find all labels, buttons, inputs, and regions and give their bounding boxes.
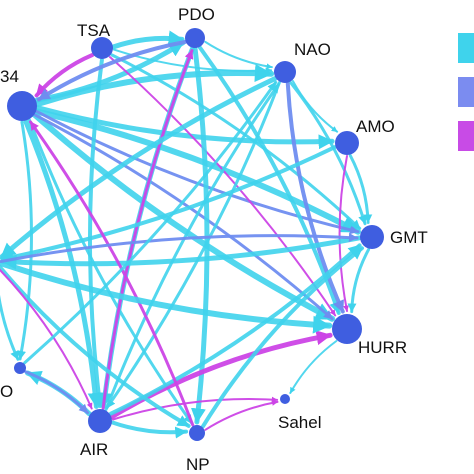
legend-swatch-3: [458, 121, 474, 151]
edge-n34-to-gmt: [35, 110, 360, 235]
edge-nao-to-gmt: [289, 81, 367, 226]
edge-pdo-to-hurr: [198, 45, 341, 315]
edge-tsa-to-pdo: [111, 30, 185, 50]
edge-left-to-np: [0, 264, 191, 428]
edge-left-to-hurr: [0, 260, 333, 334]
node-label-sahel: Sahel: [278, 413, 321, 432]
edge-nao-to-air: [105, 81, 281, 410]
node-pdo: [185, 28, 205, 48]
node-nao: [274, 61, 296, 83]
edge-o-to-nao: [23, 80, 278, 365]
edge-n34-to-gmt: [34, 108, 361, 235]
node-np: [189, 425, 205, 441]
edge-left-to-air: [0, 268, 93, 410]
edge-o-to-air: [24, 370, 89, 415]
edge-tsa-to-gmt: [110, 53, 362, 230]
node-o: [14, 362, 26, 374]
edge-nao-to-left: [0, 76, 278, 260]
edge-gmt-to-hurr: [347, 248, 371, 314]
legend-swatch-2: [458, 77, 474, 107]
node-label-np: NP: [186, 455, 210, 474]
node-amo: [335, 131, 359, 155]
edge-pdo-to-nao: [204, 40, 273, 70]
node-label-amo: AMO: [356, 117, 395, 136]
edge-n34-to-hurr: [32, 112, 336, 322]
node-layer: [7, 28, 384, 441]
edge-air-to-sahel: [111, 396, 279, 421]
edge-air-to-np: [110, 420, 189, 439]
edge-nao-to-amo: [291, 80, 339, 133]
edge-np-to-n34: [29, 120, 195, 427]
node-label-nao: NAO: [294, 40, 331, 59]
edge-amo-to-gmt: [348, 154, 373, 224]
edge-np-to-gmt: [201, 246, 364, 429]
legend-swatch-1: [458, 33, 474, 63]
node-gmt: [360, 225, 384, 249]
label-layer: 34 TSA PDO NAO AMO GMT HURR Sahel NP AIR O: [0, 5, 428, 474]
edge-layer: [0, 30, 373, 439]
node-label-o: O: [0, 382, 13, 401]
node-label-gmt: GMT: [390, 228, 428, 247]
node-hurr: [332, 314, 362, 344]
node-label-tsa: TSA: [77, 21, 111, 40]
edge-n34-to-o: [17, 120, 33, 361]
legend: [458, 33, 474, 151]
node-label-n34: 34: [0, 67, 19, 86]
edge-nao-to-hurr: [285, 81, 345, 314]
edge-gmt-to-left: [0, 235, 362, 270]
edge-amo-to-hurr: [338, 155, 349, 312]
edge-np-to-sahel: [204, 399, 279, 431]
node-label-air: AIR: [80, 440, 108, 459]
edge-left-to-gmt: [0, 233, 359, 263]
node-sahel: [280, 394, 290, 404]
edge-tsa-to-hurr: [108, 56, 337, 317]
edge-hurr-to-sahel: [289, 340, 338, 394]
node-tsa: [91, 37, 113, 59]
edge-air-to-hurr: [109, 330, 333, 419]
node-label-pdo: PDO: [178, 5, 215, 24]
edge-air-to-o: [25, 370, 92, 417]
node-label-hurr: HURR: [358, 338, 407, 357]
edge-air-to-gmt: [108, 243, 362, 416]
node-n34: [7, 91, 37, 121]
edge-left-to-o: [0, 294, 20, 361]
edge-pdo-to-n34: [36, 40, 187, 102]
node-air: [88, 409, 112, 433]
edge-air-to-nao: [104, 82, 280, 411]
